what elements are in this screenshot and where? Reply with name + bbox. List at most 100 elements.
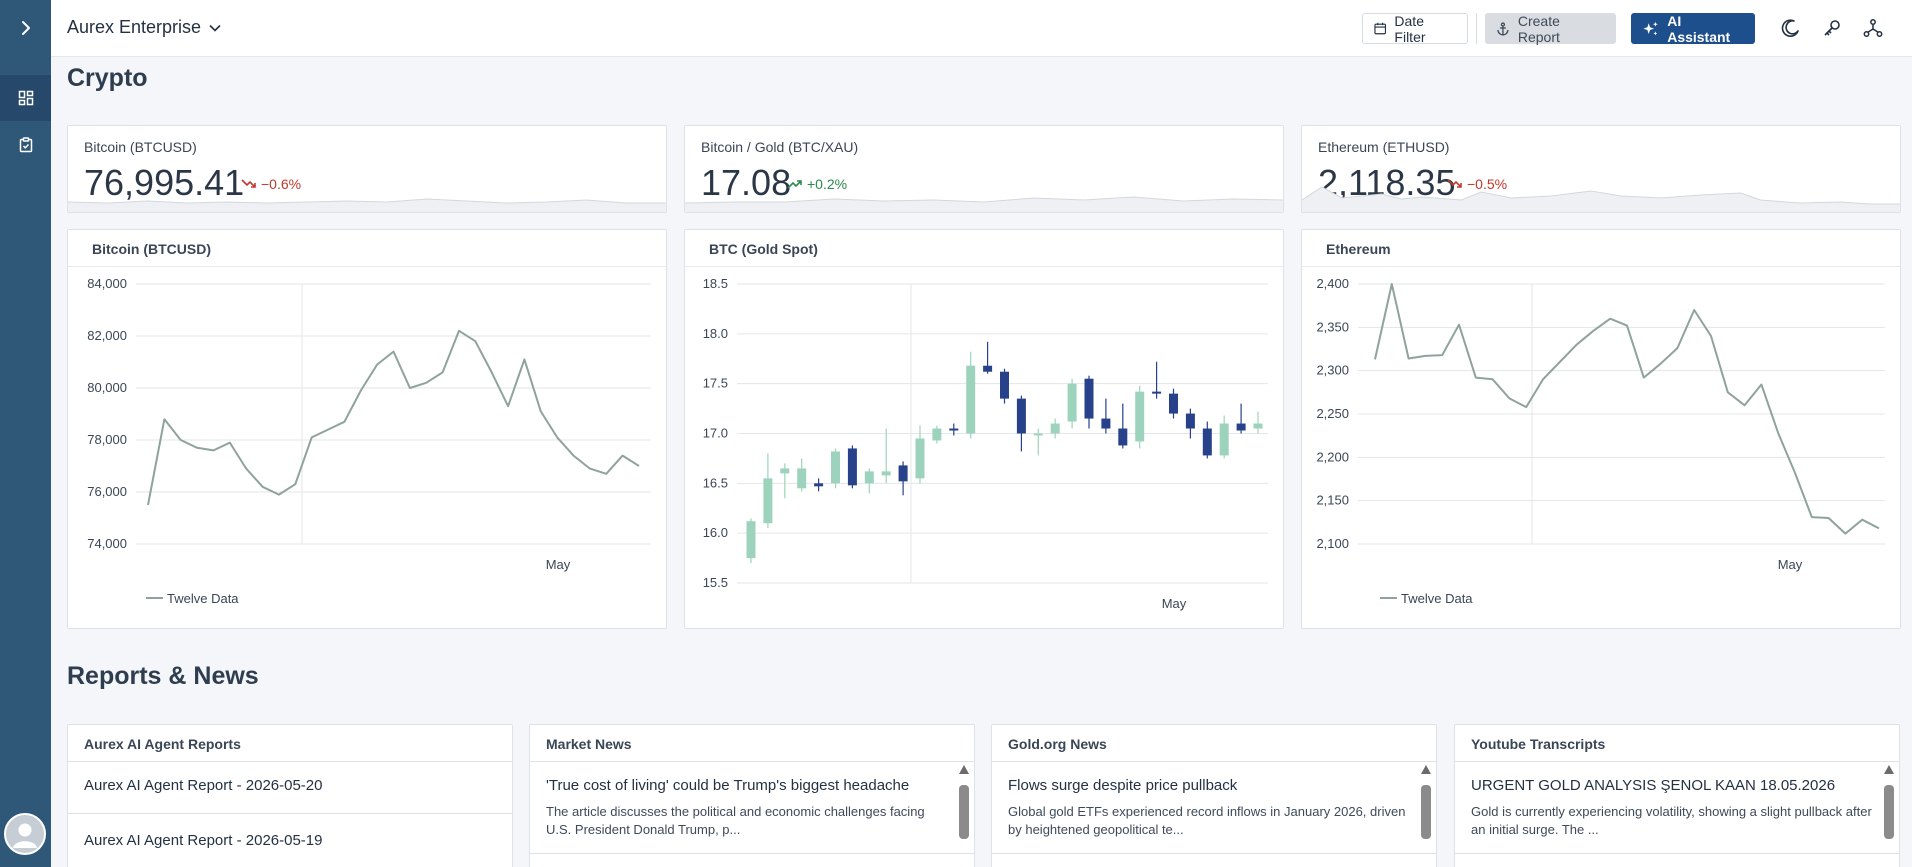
sidebar-item-dashboard[interactable]: [0, 75, 51, 121]
news-summary: The article discusses the political and …: [546, 804, 925, 837]
candle-body[interactable]: [1169, 393, 1178, 414]
ticker-value: 76,995.41: [84, 162, 245, 203]
date-filter-button[interactable]: Date Filter: [1362, 12, 1468, 45]
candle-body[interactable]: [915, 438, 925, 479]
ticker-card-btcxau[interactable]: Bitcoin / Gold (BTC/XAU) 17.08 +0.2%: [684, 125, 1284, 213]
news-headline[interactable]: 'True cost of living' could be Trump's b…: [546, 777, 910, 794]
scroll-thumb[interactable]: [959, 785, 969, 839]
ticker-change-value: −0.5%: [1467, 176, 1508, 192]
scrollbar[interactable]: [958, 765, 970, 839]
scroll-thumb[interactable]: [1884, 785, 1894, 839]
candle-body[interactable]: [780, 468, 790, 474]
clipboard-icon: [19, 137, 32, 153]
candle-body[interactable]: [1084, 378, 1094, 419]
ticker-card-ethusd[interactable]: Ethereum (ETHUSD) 2,118.35 −0.5%: [1301, 125, 1901, 213]
candle-body[interactable]: [898, 465, 908, 482]
candle-body[interactable]: [1101, 418, 1111, 429]
news-summary: Global gold ETFs experienced record infl…: [1008, 804, 1406, 837]
api-keys-button[interactable]: [1819, 15, 1845, 41]
scrollbar[interactable]: [1420, 765, 1432, 839]
bitcoin-line-chart[interactable]: 84,000 82,000 80,000 78,000 76,000 74,000 May T…: [68, 230, 667, 629]
candle-body[interactable]: [1185, 413, 1195, 429]
candle-body[interactable]: [814, 483, 824, 487]
btc-gold-candlestick-chart[interactable]: 18.5 18.0 17.5 17.0 16.5 16.0 15.5 May: [685, 230, 1284, 629]
candle-body[interactable]: [1152, 391, 1162, 394]
anchor-icon: [1497, 21, 1509, 36]
y-tick-label: 16.0: [703, 525, 728, 540]
y-tick-label: 2,100: [1316, 536, 1349, 551]
candle-body[interactable]: [797, 468, 807, 489]
chart-title: BTC (Gold Spot): [709, 241, 818, 257]
candle-body[interactable]: [1016, 398, 1026, 434]
y-tick-label: 2,400: [1316, 276, 1349, 291]
candle-body[interactable]: [864, 471, 874, 484]
section-title-crypto: Crypto: [67, 64, 148, 92]
sidebar-item-reports[interactable]: [0, 122, 51, 168]
scroll-up-arrow-icon[interactable]: [959, 765, 969, 774]
y-tick-label: 18.5: [703, 276, 728, 291]
agent-reports-panel: Aurex AI Agent Reports Aurex AI Agent Re…: [67, 724, 513, 867]
candle-body[interactable]: [932, 428, 942, 441]
ethereum-line-chart[interactable]: 2,400 2,350 2,300 2,250 2,200 2,150 2,100 May Tw…: [1302, 230, 1901, 629]
y-tick-label: 84,000: [87, 276, 127, 291]
candle-body[interactable]: [966, 365, 976, 434]
scroll-up-arrow-icon[interactable]: [1884, 765, 1894, 774]
news-headline[interactable]: Flows surge despite price pullback: [1008, 777, 1238, 794]
y-tick-label: 2,350: [1316, 319, 1349, 334]
scroll-up-arrow-icon[interactable]: [1421, 765, 1431, 774]
workspace-switcher[interactable]: Aurex Enterprise: [67, 17, 221, 38]
candle-body[interactable]: [746, 521, 756, 559]
scrollbar[interactable]: [1883, 765, 1895, 839]
candle-body[interactable]: [1253, 423, 1263, 429]
legend-label[interactable]: Twelve Data: [1401, 591, 1473, 606]
legend-label[interactable]: Twelve Data: [167, 591, 239, 606]
candle-body[interactable]: [1135, 391, 1145, 442]
series-line[interactable]: [1374, 283, 1880, 535]
top-bar: Aurex Enterprise Date Filter Create Repo…: [51, 0, 1912, 57]
candle-body[interactable]: [1067, 383, 1077, 422]
list-divider: [530, 853, 974, 854]
chart-card-ethereum: Ethereum 2,400 2,350 2,300 2,250 2,200 2,150 2…: [1301, 229, 1901, 629]
ai-assistant-button[interactable]: AI Assistant: [1631, 13, 1755, 45]
sidebar-toggle-button[interactable]: [0, 0, 51, 56]
candle-body[interactable]: [1236, 423, 1246, 431]
series-line[interactable]: [147, 329, 640, 506]
y-tick-label: 18.0: [703, 326, 728, 341]
chart-card-bitcoin: Bitcoin (BTCUSD) 84,000 82,000 80,000 78,00…: [67, 229, 667, 629]
report-item[interactable]: Aurex AI Agent Report - 2026-05-19: [84, 832, 323, 849]
create-report-button[interactable]: Create Report: [1485, 13, 1616, 45]
ticker-change: −0.5%: [1447, 176, 1507, 192]
chart-title: Bitcoin (BTCUSD): [92, 241, 211, 257]
date-filter-label: Date Filter: [1394, 12, 1426, 45]
candle-body[interactable]: [847, 448, 857, 486]
candle-body[interactable]: [1219, 423, 1229, 456]
candle-body[interactable]: [1118, 428, 1128, 446]
y-tick-label: 2,200: [1316, 449, 1349, 464]
moon-icon: [1781, 19, 1799, 37]
market-news-panel: Market News 'True cost of living' could …: [529, 724, 975, 867]
candle-body[interactable]: [763, 478, 773, 524]
ticker-sparkline: [68, 198, 666, 212]
candle-body[interactable]: [983, 365, 993, 372]
candle-body[interactable]: [1000, 371, 1009, 399]
ticker-label: Bitcoin / Gold (BTC/XAU): [701, 139, 859, 155]
panel-title: Market News: [530, 725, 974, 762]
user-icon: [13, 823, 37, 848]
integrations-button[interactable]: [1860, 15, 1886, 41]
candle-body[interactable]: [831, 451, 840, 484]
report-item[interactable]: Aurex AI Agent Report - 2026-05-20: [84, 777, 323, 794]
chart-title: Ethereum: [1326, 241, 1391, 257]
candle-body[interactable]: [1033, 433, 1043, 436]
news-headline[interactable]: URGENT GOLD ANALYSIS ŞENOL KAAN 18.05.20…: [1471, 777, 1836, 794]
scroll-thumb[interactable]: [1421, 785, 1431, 839]
ticker-change: +0.2%: [787, 176, 847, 192]
candle-body[interactable]: [881, 471, 891, 476]
ticker-card-btcusd[interactable]: Bitcoin (BTCUSD) 76,995.41 −0.6%: [67, 125, 667, 213]
candle-body[interactable]: [1050, 423, 1060, 434]
y-tick-label: 2,150: [1316, 493, 1349, 508]
theme-toggle-button[interactable]: [1778, 15, 1804, 41]
candle-body[interactable]: [1202, 428, 1212, 456]
candle-body[interactable]: [949, 428, 959, 431]
panel-title: Gold.org News: [992, 725, 1436, 762]
avatar[interactable]: [4, 813, 46, 855]
